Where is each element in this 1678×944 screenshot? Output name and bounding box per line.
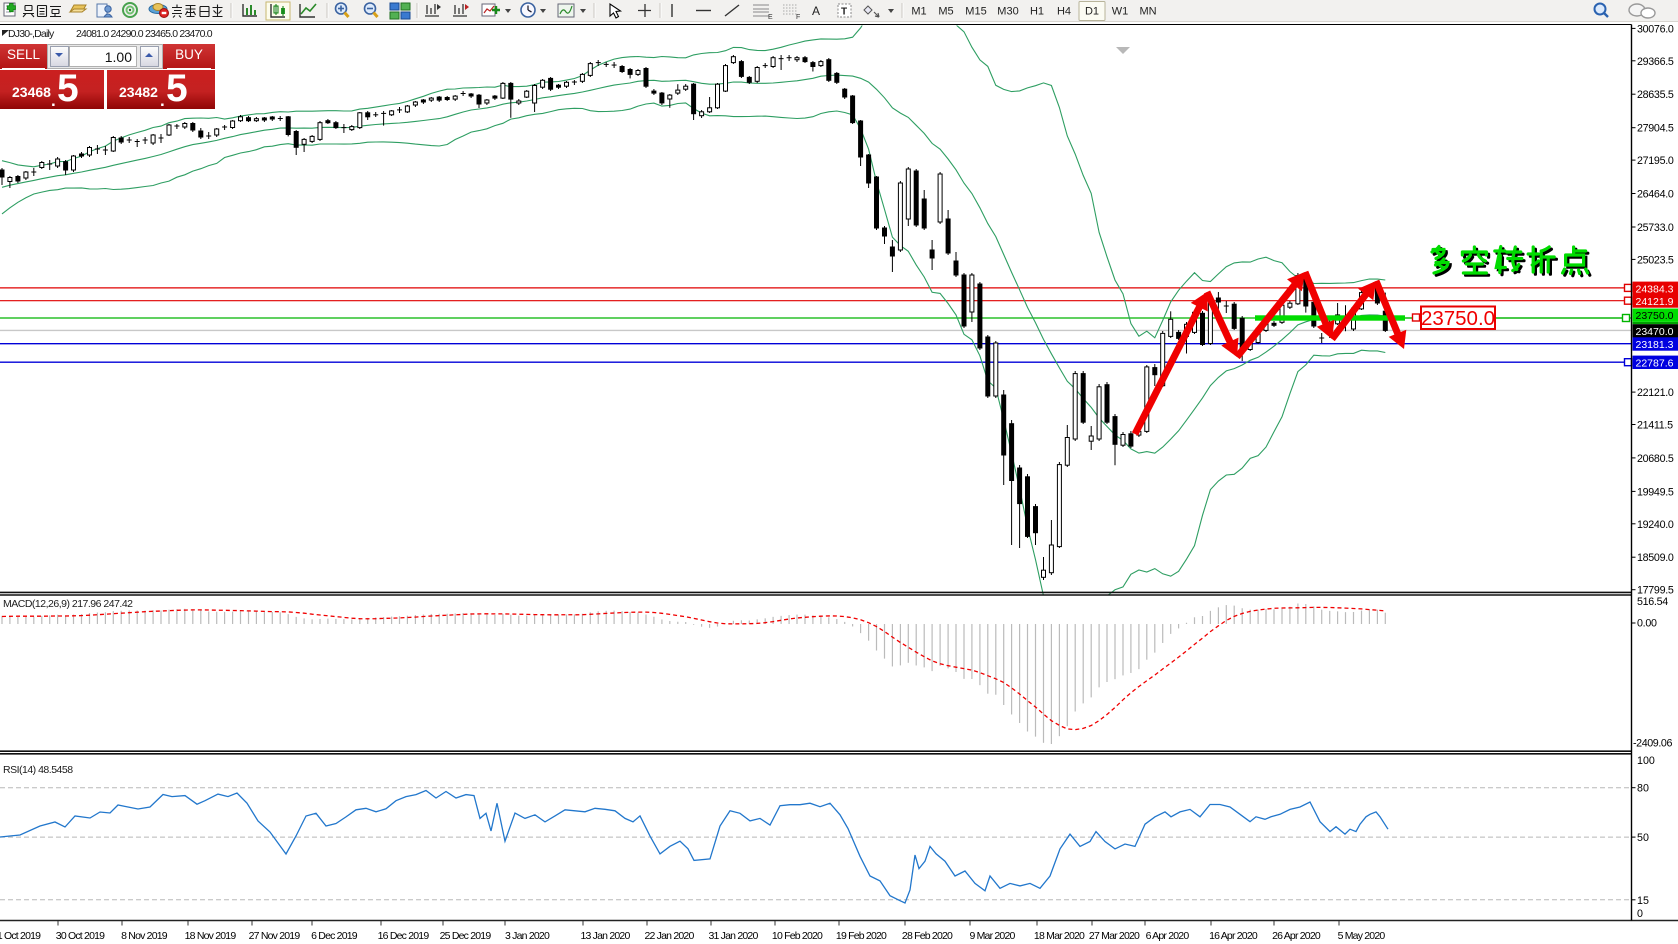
- svg-text:M30: M30: [997, 6, 1018, 18]
- svg-text:DJ30-,Daily: DJ30-,Daily: [8, 28, 55, 40]
- svg-text:D1: D1: [1085, 6, 1099, 18]
- svg-text:6 Dec 2019: 6 Dec 2019: [311, 930, 358, 942]
- svg-text:6 Apr 2020: 6 Apr 2020: [1146, 930, 1190, 942]
- svg-text:23750.0: 23750.0: [1636, 310, 1674, 322]
- svg-text:19949.5: 19949.5: [1637, 486, 1674, 498]
- svg-text:24081.0 24290.0 23465.0 23470.: 24081.0 24290.0 23465.0 23470.0: [76, 28, 213, 40]
- svg-text:-2409.06: -2409.06: [1633, 738, 1672, 750]
- svg-text:21411.5: 21411.5: [1637, 420, 1673, 432]
- svg-text:MACD(12,26,9) 217.96 247.42: MACD(12,26,9) 217.96 247.42: [3, 598, 133, 610]
- svg-text:5 May 2020: 5 May 2020: [1338, 930, 1386, 942]
- svg-text:23470.0: 23470.0: [1636, 326, 1674, 338]
- svg-text:F: F: [796, 14, 800, 21]
- svg-text:0.00: 0.00: [1637, 618, 1657, 630]
- svg-text:10 Feb 2020: 10 Feb 2020: [772, 930, 823, 942]
- svg-text:19240.0: 19240.0: [1637, 519, 1674, 531]
- svg-text:24384.3: 24384.3: [1636, 283, 1674, 295]
- svg-text:16 Dec 2019: 16 Dec 2019: [378, 930, 430, 942]
- svg-text:E: E: [768, 14, 773, 21]
- svg-text:H4: H4: [1057, 6, 1071, 18]
- svg-text:22 Jan 2020: 22 Jan 2020: [644, 930, 694, 942]
- svg-text:W1: W1: [1112, 6, 1129, 18]
- svg-text:30 Oct 2019: 30 Oct 2019: [56, 930, 105, 942]
- svg-text:28 Feb 2020: 28 Feb 2020: [902, 930, 953, 942]
- svg-text:25733.0: 25733.0: [1637, 222, 1674, 234]
- svg-text:27195.0: 27195.0: [1637, 155, 1674, 167]
- svg-text:M1: M1: [911, 6, 926, 18]
- svg-text:19 Feb 2020: 19 Feb 2020: [836, 930, 887, 942]
- svg-text:27 Nov 2019: 27 Nov 2019: [249, 930, 301, 942]
- svg-text:22787.6: 22787.6: [1636, 357, 1674, 369]
- svg-text:15: 15: [1637, 895, 1649, 907]
- svg-text:3 Jan 2020: 3 Jan 2020: [505, 930, 550, 942]
- svg-text:A: A: [812, 4, 820, 18]
- svg-text:29366.5: 29366.5: [1637, 56, 1674, 68]
- svg-text:30076.0: 30076.0: [1637, 23, 1674, 35]
- svg-text:516.54: 516.54: [1637, 596, 1668, 608]
- svg-text:20680.5: 20680.5: [1637, 453, 1674, 465]
- svg-text:23750.0: 23750.0: [1421, 307, 1495, 330]
- svg-text:31 Jan 2020: 31 Jan 2020: [708, 930, 758, 942]
- svg-text:21 Oct 2019: 21 Oct 2019: [0, 930, 41, 942]
- svg-text:80: 80: [1637, 783, 1649, 795]
- svg-text:M15: M15: [965, 6, 986, 18]
- svg-text:27904.5: 27904.5: [1637, 123, 1674, 135]
- svg-text:25023.5: 25023.5: [1637, 254, 1674, 266]
- svg-text:17799.5: 17799.5: [1637, 585, 1674, 597]
- svg-text:25 Dec 2019: 25 Dec 2019: [440, 930, 492, 942]
- svg-text:50: 50: [1637, 832, 1649, 844]
- svg-text:8 Nov 2019: 8 Nov 2019: [121, 930, 168, 942]
- svg-text:0: 0: [1637, 908, 1643, 920]
- svg-text:16 Apr 2020: 16 Apr 2020: [1209, 930, 1258, 942]
- svg-text:18 Nov 2019: 18 Nov 2019: [185, 930, 237, 942]
- svg-text:26 Apr 2020: 26 Apr 2020: [1272, 930, 1321, 942]
- svg-text:H1: H1: [1030, 6, 1044, 18]
- svg-text:18 Mar 2020: 18 Mar 2020: [1034, 930, 1085, 942]
- svg-text:28635.5: 28635.5: [1637, 89, 1674, 101]
- svg-text:18509.0: 18509.0: [1637, 552, 1674, 564]
- svg-text:24121.9: 24121.9: [1636, 296, 1674, 308]
- svg-text:MN: MN: [1139, 6, 1156, 18]
- svg-text:13 Jan 2020: 13 Jan 2020: [580, 930, 630, 942]
- svg-text:100: 100: [1637, 755, 1655, 767]
- svg-text:RSI(14) 48.5458: RSI(14) 48.5458: [3, 764, 73, 776]
- svg-text:23181.3: 23181.3: [1636, 339, 1674, 351]
- svg-text:9 Mar 2020: 9 Mar 2020: [969, 930, 1015, 942]
- svg-text:27 Mar 2020: 27 Mar 2020: [1089, 930, 1140, 942]
- svg-text:T: T: [841, 7, 847, 18]
- svg-text:26464.0: 26464.0: [1637, 189, 1674, 201]
- svg-text:22121.0: 22121.0: [1637, 387, 1674, 399]
- svg-text:M5: M5: [938, 6, 953, 18]
